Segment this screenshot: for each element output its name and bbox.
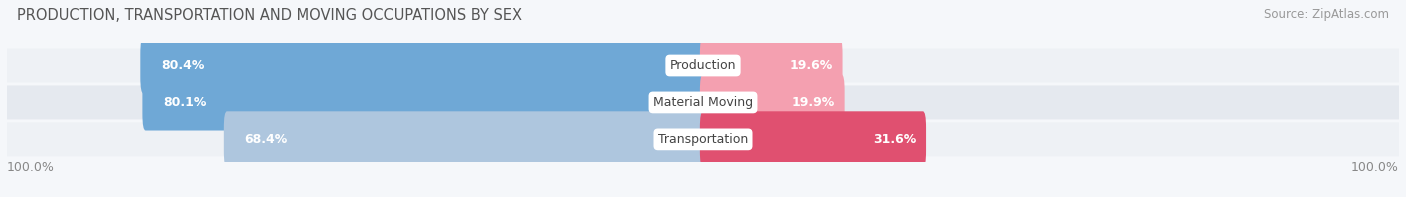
Text: 68.4%: 68.4% [245,133,288,146]
Text: 19.6%: 19.6% [789,59,832,72]
Text: Material Moving: Material Moving [652,96,754,109]
FancyBboxPatch shape [7,85,1399,119]
Text: Production: Production [669,59,737,72]
FancyBboxPatch shape [700,37,842,94]
Text: Transportation: Transportation [658,133,748,146]
FancyBboxPatch shape [141,37,706,94]
Text: 19.9%: 19.9% [792,96,835,109]
FancyBboxPatch shape [142,74,706,131]
Text: 80.4%: 80.4% [160,59,204,72]
FancyBboxPatch shape [224,111,706,167]
Text: 100.0%: 100.0% [7,161,55,174]
Text: Source: ZipAtlas.com: Source: ZipAtlas.com [1264,8,1389,21]
Text: 80.1%: 80.1% [163,96,207,109]
FancyBboxPatch shape [7,122,1399,156]
FancyBboxPatch shape [7,48,1399,83]
Text: 31.6%: 31.6% [873,133,915,146]
Text: 100.0%: 100.0% [1351,161,1399,174]
FancyBboxPatch shape [700,74,845,131]
Text: PRODUCTION, TRANSPORTATION AND MOVING OCCUPATIONS BY SEX: PRODUCTION, TRANSPORTATION AND MOVING OC… [17,8,522,23]
FancyBboxPatch shape [700,111,927,167]
